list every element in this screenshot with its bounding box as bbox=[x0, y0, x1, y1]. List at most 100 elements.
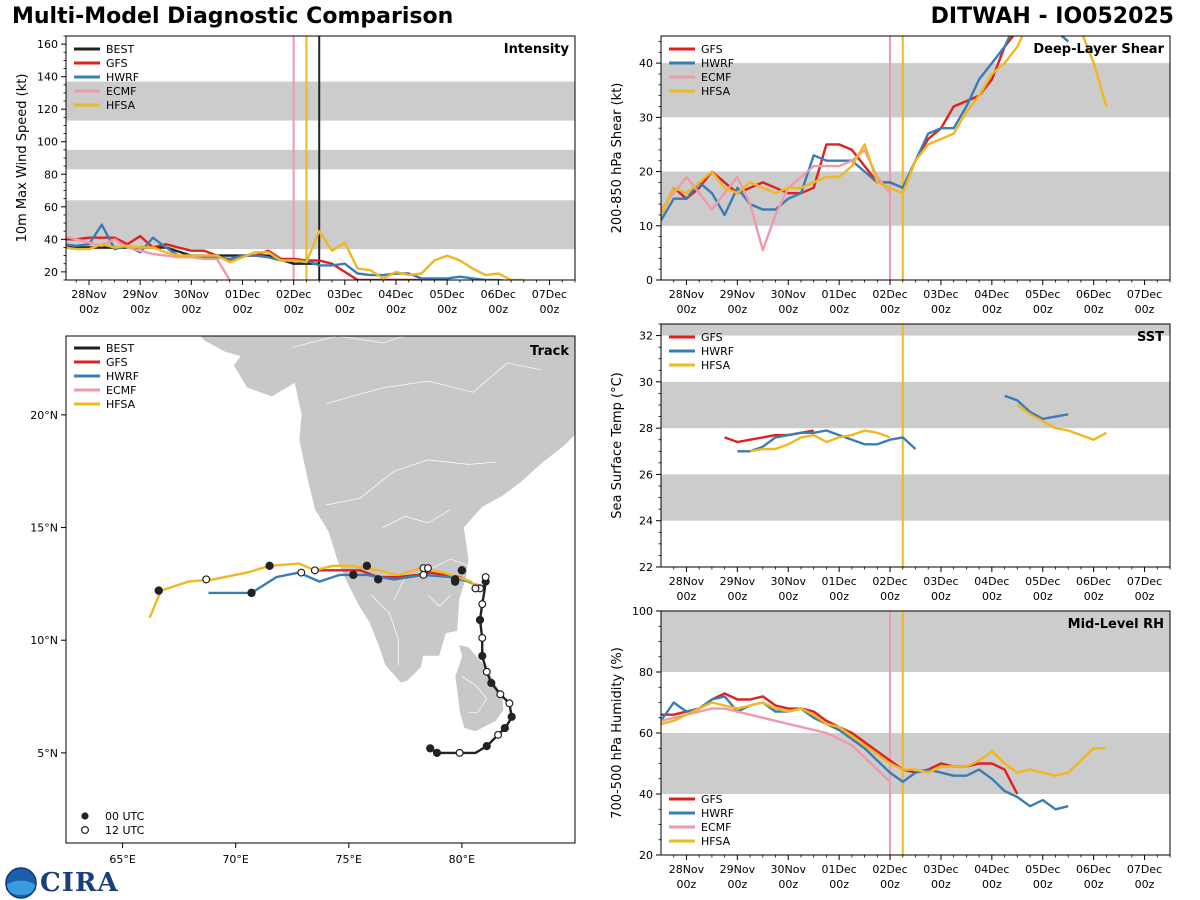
state-border bbox=[326, 362, 542, 404]
track-plot-area bbox=[148, 336, 575, 757]
x-tick-label-date: 28Nov bbox=[669, 288, 705, 301]
x-tick-label-date: 07Dec bbox=[1127, 288, 1162, 301]
series-line-hwrf2 bbox=[1004, 394, 1069, 421]
y-tick-label: 15°N bbox=[30, 522, 58, 535]
y-axis-label: 200-850 hPa Shear (kt) bbox=[610, 83, 625, 234]
chart-title: Track bbox=[530, 344, 569, 359]
plot-frame bbox=[660, 323, 1171, 568]
india-landmass bbox=[199, 336, 575, 684]
x-tick-label-hour: 00z bbox=[130, 303, 150, 316]
shaded-band bbox=[661, 324, 1170, 336]
best-track-point-00utc bbox=[487, 678, 496, 688]
y-tick-label: 80 bbox=[639, 666, 653, 679]
best-track-point-00utc bbox=[475, 615, 485, 625]
state-border bbox=[461, 676, 488, 713]
x-tick-label-date: 07Dec bbox=[532, 288, 567, 301]
y-tick-label: 20 bbox=[639, 849, 653, 862]
x-tick-label-date: 05Dec bbox=[1025, 575, 1060, 588]
series-line-hfsa bbox=[749, 429, 891, 453]
marker-legend-12utc: 12 UTC bbox=[105, 824, 145, 837]
x-tick-label-date: 01Dec bbox=[225, 288, 260, 301]
series-line-hfsa bbox=[661, 36, 1108, 216]
x-tick-label-hour: 00z bbox=[778, 878, 798, 891]
best-track-point-12utc bbox=[482, 667, 491, 676]
x-tick-label-hour: 00z bbox=[1135, 878, 1155, 891]
legend-label-hwrf: HWRF bbox=[106, 71, 139, 84]
shaded-band bbox=[661, 474, 1170, 521]
x-tick-label-date: 07Dec bbox=[1127, 863, 1162, 876]
x-tick-label-hour: 00z bbox=[488, 303, 508, 316]
track-point-00utc bbox=[450, 577, 460, 586]
best-track-point-00utc bbox=[482, 742, 491, 751]
legend-label-ecmf: ECMF bbox=[106, 384, 136, 397]
x-tick-label-hour: 00z bbox=[778, 303, 798, 316]
x-tick-label-date: 04Dec bbox=[378, 288, 413, 301]
track-point-00utc bbox=[154, 586, 163, 595]
legend-label-best: BEST bbox=[106, 342, 134, 355]
series-line-gfs bbox=[661, 36, 1015, 216]
shaded-band bbox=[661, 63, 1170, 118]
x-tick-label-date: 01Dec bbox=[822, 288, 857, 301]
y-tick-label: 40 bbox=[44, 233, 58, 246]
shaded-band bbox=[66, 81, 575, 121]
x-tick-label-date: 29Nov bbox=[122, 288, 158, 301]
state-border bbox=[382, 509, 451, 528]
legend-label-gfs: GFS bbox=[106, 356, 128, 369]
logo-text: CIRA bbox=[40, 868, 119, 898]
y-tick-label: 160 bbox=[37, 38, 58, 51]
x-tick-label-hour: 00z bbox=[1084, 303, 1104, 316]
track-point-12utc bbox=[310, 566, 319, 575]
x-tick-label-date: 04Dec bbox=[974, 863, 1009, 876]
best-track-point-00utc bbox=[432, 748, 442, 757]
chart-title: Intensity bbox=[504, 42, 570, 57]
legend-label-hwrf: HWRF bbox=[701, 807, 734, 820]
y-tick-label: 26 bbox=[639, 468, 653, 481]
best-track-point-00utc bbox=[500, 723, 509, 733]
x-tick-label-hour: 00z bbox=[982, 878, 1002, 891]
marker-legend-00utc: 00 UTC bbox=[105, 810, 145, 823]
series-line-hfsa bbox=[661, 701, 1107, 777]
x-tick-label-hour: 00z bbox=[982, 303, 1002, 316]
best-track-point-12utc bbox=[496, 690, 505, 699]
legend-label-hfsa: HFSA bbox=[701, 85, 731, 98]
x-tick-label-date: 03Dec bbox=[923, 288, 958, 301]
x-tick-label-hour: 00z bbox=[727, 590, 747, 603]
legend-label-hwrf: HWRF bbox=[701, 345, 734, 358]
shaded-band bbox=[661, 611, 1170, 672]
x-tick-label-hour: 00z bbox=[829, 303, 849, 316]
x-tick-label-date: 06Dec bbox=[481, 288, 516, 301]
track-point-00utc bbox=[373, 575, 383, 584]
series-line-ecmf bbox=[66, 235, 231, 280]
shaded-band bbox=[66, 200, 575, 250]
legend-label-hfsa: HFSA bbox=[701, 359, 731, 372]
sst-chart: 22 24 26 28 30 32 28Nov 00z 29Nov 00z 30Nov 00z 01De… bbox=[610, 323, 1171, 603]
best-track-point-00utc bbox=[507, 712, 516, 721]
rh-plot-area bbox=[661, 611, 1170, 855]
x-tick-label-hour: 00z bbox=[437, 303, 457, 316]
x-tick-label-date: 02Dec bbox=[276, 288, 311, 301]
legend-label-ecmf: ECMF bbox=[701, 71, 731, 84]
x-tick-label-hour: 00z bbox=[677, 878, 697, 891]
y-tick-label: 140 bbox=[37, 71, 58, 84]
legend-label-best: BEST bbox=[106, 43, 134, 56]
x-tick-label-date: 02Dec bbox=[872, 863, 907, 876]
x-tick-label-hour: 00z bbox=[931, 878, 951, 891]
x-tick-label-hour: 00z bbox=[540, 303, 560, 316]
x-tick-label-hour: 00z bbox=[79, 303, 99, 316]
x-tick-label-hour: 00z bbox=[727, 878, 747, 891]
x-tick-label-date: 01Dec bbox=[822, 575, 857, 588]
legend-label-gfs: GFS bbox=[701, 331, 723, 344]
shaded-band bbox=[66, 149, 575, 170]
legend-label-hwrf: HWRF bbox=[701, 57, 734, 70]
x-tick-label-hour: 00z bbox=[386, 303, 406, 316]
y-tick-label: 30 bbox=[639, 376, 653, 389]
y-tick-label: 20°N bbox=[30, 409, 58, 422]
x-tick-label-hour: 00z bbox=[778, 590, 798, 603]
y-tick-label: 100 bbox=[632, 605, 653, 618]
legend-label-ecmf: ECMF bbox=[701, 821, 731, 834]
x-tick-label-hour: 00z bbox=[677, 303, 697, 316]
x-tick-label-date: 05Dec bbox=[1025, 863, 1060, 876]
track-point-00utc bbox=[362, 561, 372, 571]
y-tick-label: 60 bbox=[639, 727, 653, 740]
